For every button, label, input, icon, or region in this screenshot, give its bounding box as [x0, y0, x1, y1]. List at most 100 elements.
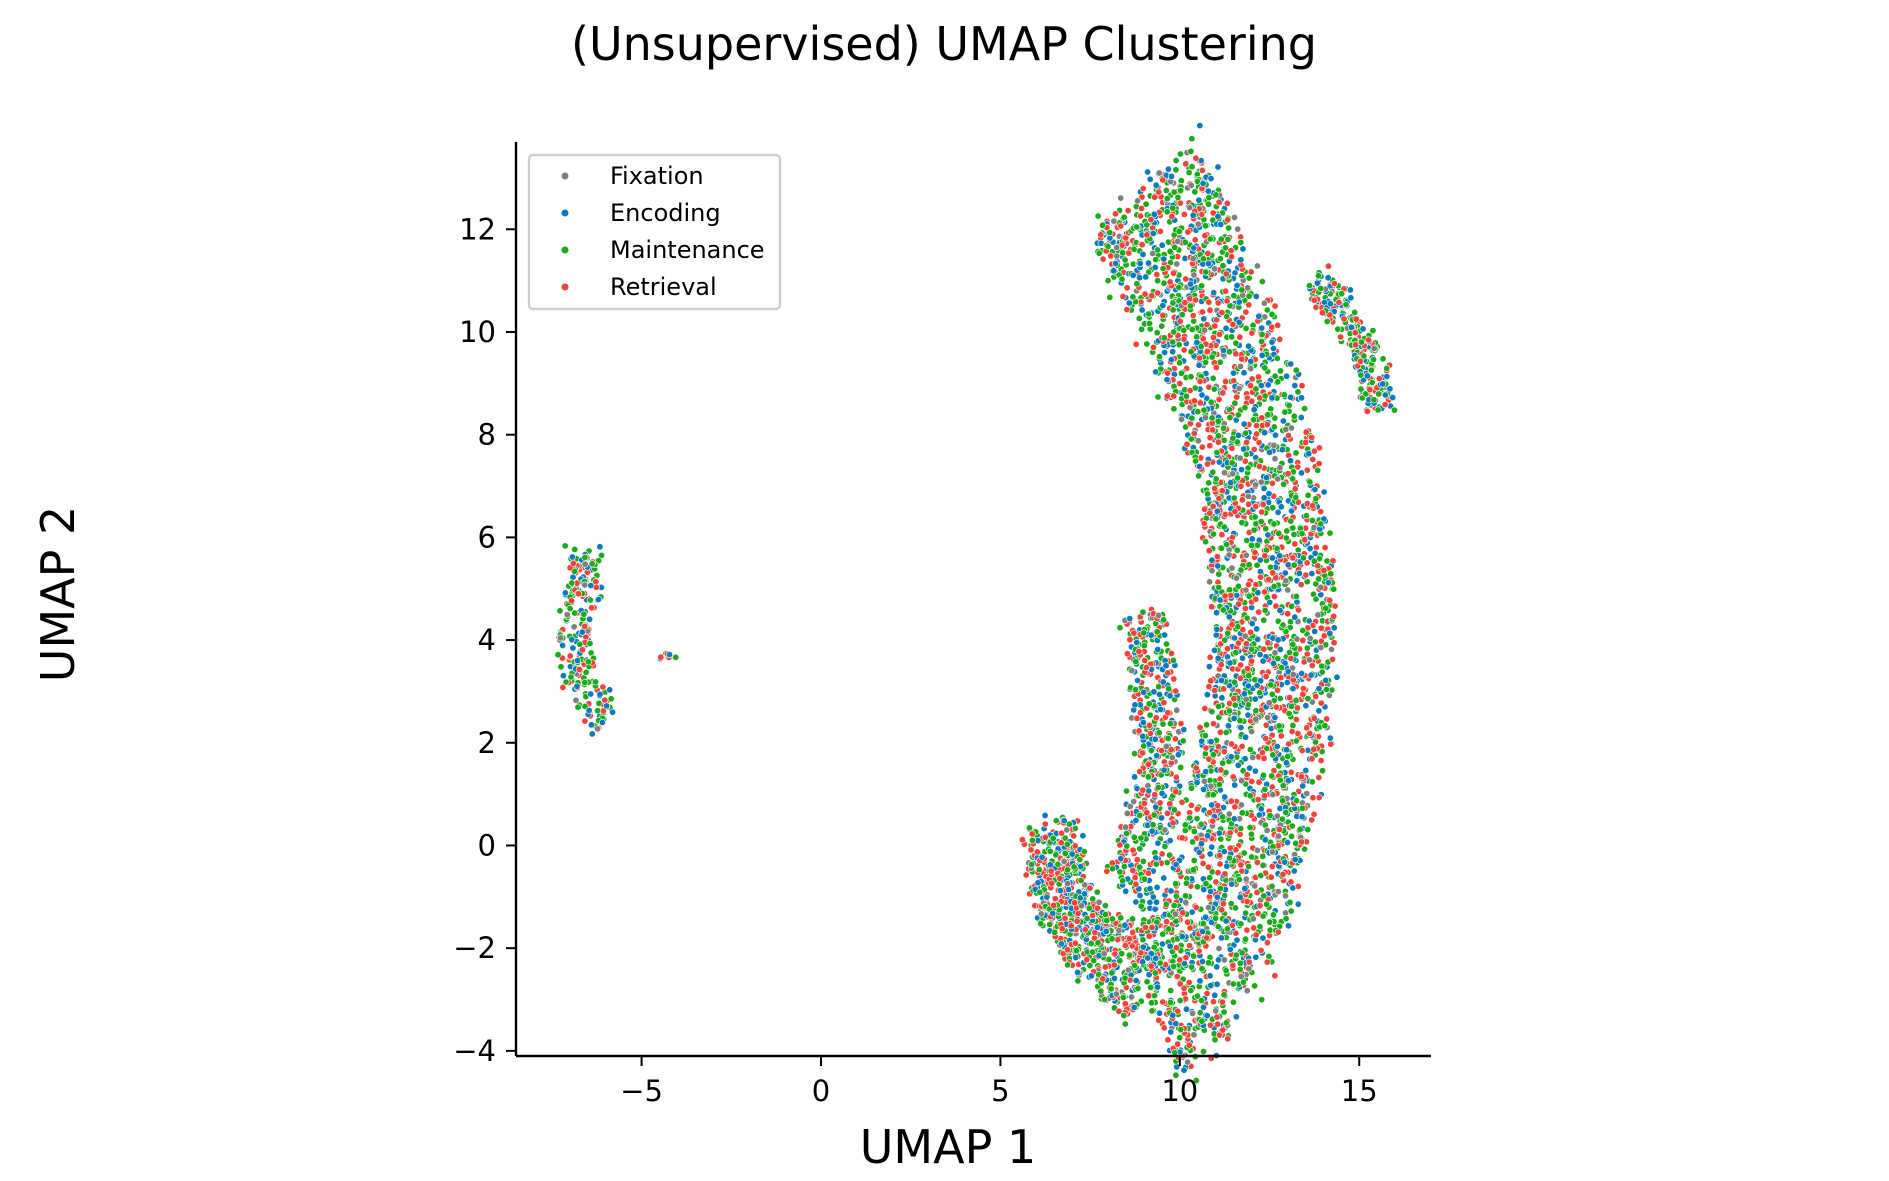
scatter-point: [1208, 603, 1216, 611]
scatter-point: [1218, 531, 1226, 539]
scatter-point: [1153, 329, 1161, 337]
scatter-point: [1210, 334, 1218, 342]
scatter-point: [1202, 538, 1210, 546]
scatter-point: [1306, 545, 1314, 553]
scatter-point: [561, 542, 569, 550]
scatter-point: [1061, 914, 1069, 922]
scatter-point: [1310, 447, 1318, 455]
scatter-point: [1036, 888, 1044, 896]
scatter-point: [1106, 229, 1114, 237]
scatter-point: [1238, 777, 1246, 785]
scatter-point: [1210, 998, 1218, 1006]
scatter-point: [1213, 625, 1221, 633]
scatter-point: [1121, 1020, 1129, 1028]
scatter-point: [1322, 676, 1330, 684]
scatter-point: [1227, 479, 1235, 487]
scatter-point: [1248, 657, 1256, 665]
scatter-point: [1306, 478, 1314, 486]
scatter-point: [1248, 397, 1256, 405]
scatter-point: [1221, 469, 1229, 477]
scatter-point: [1227, 797, 1235, 805]
scatter-point: [1315, 685, 1323, 693]
scatter-point: [1121, 1000, 1129, 1008]
scatter-point: [1285, 709, 1293, 717]
scatter-point: [1206, 1021, 1214, 1029]
scatter-point: [1079, 832, 1087, 840]
scatter-point: [1143, 231, 1151, 239]
scatter-point: [1121, 974, 1129, 982]
scatter-point: [592, 678, 600, 686]
scatter-point: [1315, 794, 1323, 802]
scatter-point: [1227, 247, 1235, 255]
scatter-point: [1242, 324, 1250, 332]
scatter-point: [1262, 525, 1270, 533]
scatter-point: [1284, 838, 1292, 846]
scatter-point: [1170, 392, 1178, 400]
scatter-point: [1283, 372, 1291, 380]
scatter-point: [1279, 417, 1287, 425]
scatter-point: [1060, 857, 1068, 865]
scatter-point: [1252, 292, 1260, 300]
scatter-point: [1320, 566, 1328, 574]
scatter-point: [1112, 210, 1120, 218]
scatter-point: [1206, 306, 1214, 314]
scatter-point: [1207, 738, 1215, 746]
scatter-point: [1209, 468, 1217, 476]
scatter-point: [1181, 299, 1189, 307]
scatter-point: [1121, 921, 1129, 929]
scatter-point: [1223, 541, 1231, 549]
scatter-point: [1205, 959, 1213, 967]
scatter-point: [1236, 830, 1244, 838]
scatter-point: [1229, 980, 1237, 988]
scatter-point: [1188, 163, 1196, 171]
scatter-point: [1169, 204, 1177, 212]
scatter-point: [601, 696, 609, 704]
scatter-point: [588, 730, 596, 738]
scatter-point: [1033, 848, 1041, 856]
scatter-point: [1063, 866, 1071, 874]
scatter-point: [1281, 408, 1289, 416]
scatter-point: [1282, 577, 1290, 585]
scatter-point: [1181, 821, 1189, 829]
scatter-point: [1187, 348, 1195, 356]
scatter-point: [586, 615, 594, 623]
scatter-point: [1230, 292, 1238, 300]
scatter-point: [1214, 417, 1222, 425]
scatter-point: [1138, 325, 1146, 333]
scatter-point: [1244, 492, 1252, 500]
scatter-point: [1250, 445, 1258, 453]
scatter-point: [1148, 292, 1156, 300]
scatter-point: [567, 673, 575, 681]
scatter-point: [1266, 448, 1274, 456]
scatter-point: [1238, 809, 1246, 817]
scatter-point: [1327, 570, 1335, 578]
scatter-point: [1298, 804, 1306, 812]
scatter-point: [1237, 566, 1245, 574]
scatter-point: [1314, 466, 1322, 474]
scatter-point: [1213, 963, 1221, 971]
scatter-point: [1288, 832, 1296, 840]
scatter-point: [1255, 312, 1263, 320]
scatter-point: [1257, 573, 1265, 581]
scatter-point: [1317, 583, 1325, 591]
scatter-point: [1107, 985, 1115, 993]
scatter-point: [1238, 496, 1246, 504]
scatter-point: [1187, 801, 1195, 809]
scatter-point: [1286, 694, 1294, 702]
scatter-point: [1212, 191, 1220, 199]
scatter-point: [1284, 610, 1292, 618]
scatter-point: [1232, 339, 1240, 347]
scatter-point: [1226, 945, 1234, 953]
scatter-point: [1200, 255, 1208, 263]
scatter-point: [1166, 278, 1174, 286]
scatter-point: [1202, 744, 1210, 752]
scatter-point: [1129, 928, 1137, 936]
scatter-point: [1223, 199, 1231, 207]
scatter-point: [1263, 826, 1271, 834]
scatter-point: [1289, 554, 1297, 562]
scatter-point: [1162, 186, 1170, 194]
scatter-point: [1342, 301, 1350, 309]
scatter-point: [1291, 382, 1299, 390]
scatter-point: [1166, 247, 1174, 255]
scatter-point: [1301, 405, 1309, 413]
